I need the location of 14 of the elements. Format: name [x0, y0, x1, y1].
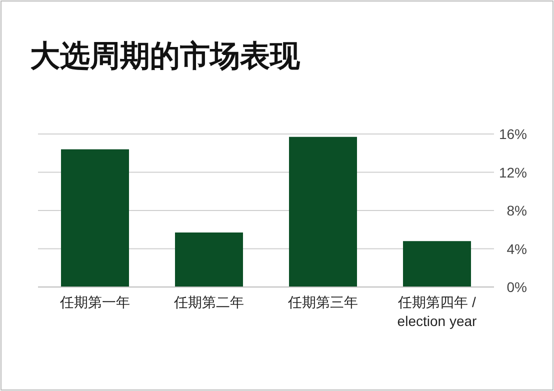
- y-tick-label: 12%: [498, 164, 527, 180]
- y-tick-label: 16%: [498, 126, 527, 142]
- bar: [61, 149, 129, 287]
- bar: [289, 136, 357, 287]
- bar: [175, 232, 243, 287]
- y-tick-label: 0%: [506, 279, 527, 295]
- y-tick-label: 4%: [506, 240, 527, 257]
- y-tick-label: 8%: [506, 202, 527, 218]
- chart-title: 大选周期的市场表现: [30, 39, 301, 74]
- x-tick-label: 任期第二年: [173, 294, 244, 310]
- x-tick-label: 任期第一年: [59, 294, 130, 310]
- x-tick-label: 任期第四年 / election year: [397, 294, 478, 329]
- x-tick-label: 任期第三年: [287, 294, 358, 310]
- bar: [403, 241, 471, 287]
